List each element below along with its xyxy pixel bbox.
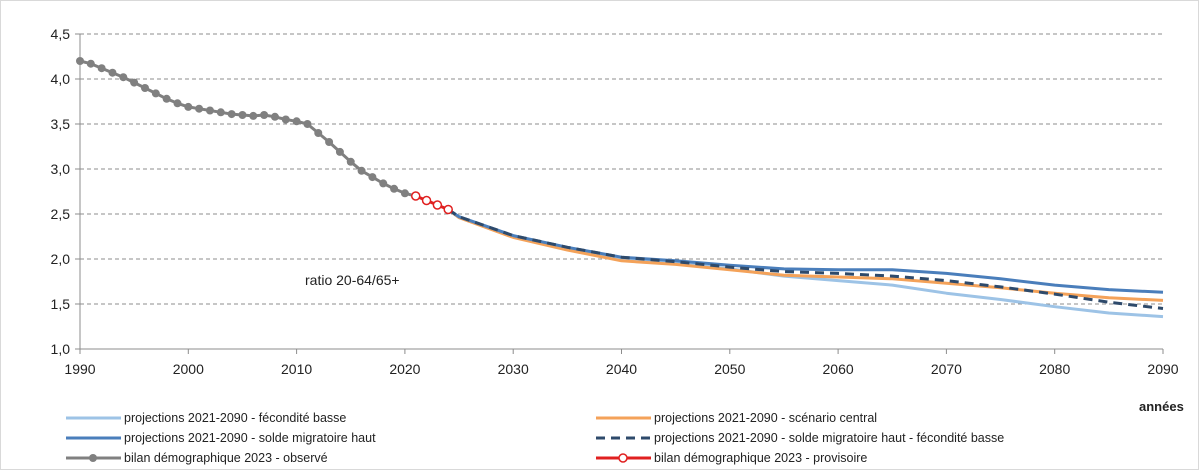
x-tick-label-10: 2090 [1147,361,1178,377]
y-tick-label-3: 2,5 [51,206,71,222]
series-line-0 [447,208,1164,319]
legend-label-5: bilan démographique 2023 - provisoire [654,451,867,465]
observed-point-18 [270,112,279,121]
x-tick-label-6: 2050 [714,361,745,377]
series-line-4 [79,59,417,198]
observed-point-2 [97,64,106,73]
x-tick-label-8: 2070 [931,361,962,377]
y-tick-labels: 1,0 1,5 2,0 2,5 3,0 3,5 4,0 4,5 [51,26,71,357]
axes [75,33,1164,354]
observed-point-13 [216,108,225,117]
observed-point-17 [260,111,269,119]
y-tick-label-7: 4,5 [51,26,71,42]
observed-point-21 [303,120,312,128]
observed-point-12 [205,106,214,115]
observed-point-27 [368,173,377,182]
observed-point-9 [173,99,182,108]
y-tick-label-5: 3,5 [51,116,71,132]
legend-label-3: projections 2021-2090 - solde migratoire… [654,431,1004,445]
legend: projections 2021-2090 - fécondité basse p… [66,411,1004,465]
y-tick-label-6: 4,0 [51,71,71,87]
observed-point-23 [325,138,334,146]
observed-point-14 [227,110,236,119]
observed-point-29 [390,184,399,193]
observed-point-26 [357,166,366,175]
y-tick-label-0: 1,0 [51,341,71,357]
provisional-point-1 [421,195,432,206]
legend-marker-4 [89,454,97,462]
observed-point-22 [314,129,323,137]
observed-point-24 [335,147,344,156]
observed-point-1 [86,59,95,68]
series-lines [76,57,1164,319]
observed-point-8 [162,94,171,103]
legend-marker-5 [618,453,628,463]
observed-point-11 [195,104,204,113]
legend-label-1: projections 2021-2090 - scénario central [654,411,877,425]
x-axis-label: années [1139,399,1184,414]
observed-point-15 [238,111,247,119]
y-tick-label-1: 1,5 [51,296,71,312]
series-line-5 [415,194,449,211]
y-tick-label-2: 2,0 [51,251,71,267]
x-tick-labels: 1990 2000 2010 2020 2030 2040 2050 2060 2070 2080… [64,361,1178,377]
x-tick-label-9: 2080 [1039,361,1070,377]
x-tick-label-1: 2000 [173,361,204,377]
observed-point-3 [108,68,117,77]
observed-point-5 [130,78,139,87]
legend-label-4: bilan démographique 2023 - observé [124,451,328,465]
legend-label-2: projections 2021-2090 - solde migratoire… [124,431,376,445]
x-tick-label-2: 2010 [281,361,312,377]
x-tick-label-0: 1990 [64,361,95,377]
series-line-1 [447,208,1164,302]
observed-point-10 [184,102,193,111]
observed-point-0 [76,57,84,65]
observed-point-7 [151,89,160,98]
provisional-point-2 [432,200,443,210]
observed-point-30 [400,189,409,198]
observed-point-4 [119,73,128,82]
observed-point-6 [140,84,149,92]
x-tick-label-4: 2030 [498,361,529,377]
series-line-2 [447,208,1164,294]
x-tick-label-5: 2040 [606,361,637,377]
y-tick-label-4: 3,0 [51,161,71,177]
observed-point-25 [346,157,355,166]
legend-label-0: projections 2021-2090 - fécondité basse [124,411,346,425]
x-tick-label-3: 2020 [389,361,420,377]
observed-point-20 [292,117,301,126]
observed-point-28 [379,179,388,188]
observed-point-16 [249,111,258,120]
chart-annotation: ratio 20-64/65+ [305,272,400,288]
x-tick-label-7: 2060 [823,361,854,377]
observed-point-19 [281,115,290,124]
gridlines [80,33,1163,305]
provisional-point-3 [443,204,453,215]
provisional-point-0 [410,191,421,201]
